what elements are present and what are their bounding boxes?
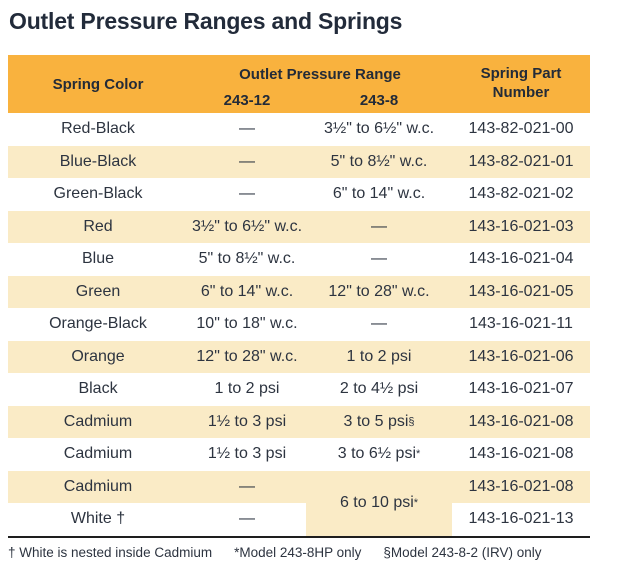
range-243-8-cell: 3½" to 6½" w.c.: [323, 120, 435, 138]
table-row: Cadmium 1½ to 3 psi 3 to 5 psi § 143-16-0…: [8, 405, 590, 438]
footnote-divider: [8, 536, 590, 538]
header-outlet-pressure-range: Outlet Pressure Range: [239, 65, 401, 83]
footnote-model-243-8hp: *Model 243-8HP only: [234, 545, 362, 560]
range-243-12-cell: 6" to 14" w.c.: [200, 282, 294, 300]
range-243-8-cell: 3 to 5 psi §: [343, 412, 415, 430]
range-243-12-cell: 3½" to 6½" w.c.: [191, 217, 303, 235]
table-row: Blue 5" to 8½" w.c. — 143-16-021-04: [8, 243, 590, 276]
range-243-12-cell: —: [239, 510, 255, 528]
range-243-8-cell: —: [371, 250, 387, 268]
header-243-8: 243-8: [359, 91, 399, 109]
part-number-cell: 143-16-021-06: [468, 347, 574, 365]
range-243-12-cell: 1½ to 3 psi: [207, 412, 287, 430]
page-title: Outlet Pressure Ranges and Springs: [9, 8, 403, 34]
spring-color-cell: Red-Black: [61, 120, 135, 138]
part-number-cell: 143-16-021-08: [468, 477, 574, 495]
spring-color-cell: White †: [70, 510, 126, 528]
footnote-white-nested: † White is nested inside Cadmium: [8, 545, 213, 560]
spring-color-cell: Green: [75, 282, 121, 300]
range-243-12-cell: 1½ to 3 psi: [207, 445, 287, 463]
spring-color-cell: Red: [83, 217, 113, 235]
part-number-cell: 143-16-021-13: [468, 510, 574, 528]
header-spring-part-number: Spring Part Number: [480, 65, 562, 101]
range-243-8-cell: 3 to 6½ psi *: [337, 445, 421, 463]
table-row: Red-Black — 3½" to 6½" w.c. 143-82-021-0…: [8, 113, 590, 146]
spring-color-cell: Orange: [71, 347, 125, 365]
range-243-8-cell: —: [371, 315, 387, 333]
spring-color-cell: Orange-Black: [49, 315, 147, 333]
footnote-model-243-8-2: §Model 243-8-2 (IRV) only: [383, 545, 542, 560]
part-number-cell: 143-82-021-02: [468, 185, 574, 203]
header-pressure-subcolumns: 243-12 243-8: [188, 88, 452, 113]
header-spring-color: Spring Color: [52, 75, 144, 93]
footnotes: † White is nested inside Cadmium *Model …: [8, 545, 628, 560]
header-pressure-group: Outlet Pressure Range 243-12 243-8: [188, 55, 452, 113]
range-243-12-cell: 12" to 28" w.c.: [196, 347, 298, 365]
table-header: Spring Color Outlet Pressure Range 243-1…: [8, 55, 590, 113]
range-243-12-cell: —: [239, 477, 255, 495]
spring-color-cell: Green-Black: [53, 185, 143, 203]
table-row: Black 1 to 2 psi 2 to 4½ psi 143-16-021-…: [8, 373, 590, 406]
part-number-cell: 143-16-021-05: [468, 282, 574, 300]
range-243-8-cell: 12" to 28" w.c.: [328, 282, 430, 300]
spring-color-cell: Blue-Black: [59, 152, 137, 170]
part-number-cell: 143-16-021-07: [468, 380, 574, 398]
range-243-8-cell: 2 to 4½ psi: [339, 380, 419, 398]
range-243-12-cell: 10" to 18" w.c.: [196, 315, 298, 333]
range-243-12-cell: 5" to 8½" w.c.: [198, 250, 296, 268]
range-243-12-cell: —: [239, 185, 255, 203]
part-number-cell: 143-82-021-00: [468, 120, 574, 138]
range-243-8-cell: —: [371, 217, 387, 235]
range-243-12-cell: —: [239, 120, 255, 138]
range-243-12-cell: —: [239, 152, 255, 170]
range-243-8-cell: 1 to 2 psi: [346, 347, 412, 365]
table-row: Blue-Black — 5" to 8½" w.c. 143-82-021-0…: [8, 145, 590, 178]
part-number-cell: 143-16-021-03: [468, 217, 574, 235]
table-row: Green-Black — 6" to 14" w.c. 143-82-021-…: [8, 178, 590, 211]
header-243-12: 243-12: [223, 91, 271, 109]
table-row: Orange-Black 10" to 18" w.c. — 143-16-02…: [8, 308, 590, 341]
spring-color-cell: Black: [78, 380, 118, 398]
table-row: White † — 143-16-021-13: [8, 503, 590, 536]
range-243-8-cell: 5" to 8½" w.c.: [330, 152, 428, 170]
table-row: Red 3½" to 6½" w.c. — 143-16-021-03: [8, 210, 590, 243]
table-row: Orange 12" to 28" w.c. 1 to 2 psi 143-16…: [8, 340, 590, 373]
spring-color-cell: Cadmium: [63, 412, 133, 430]
table-row: Green 6" to 14" w.c. 12" to 28" w.c. 143…: [8, 275, 590, 308]
pressure-springs-table: Spring Color Outlet Pressure Range 243-1…: [8, 55, 590, 536]
part-number-cell: 143-16-021-08: [468, 412, 574, 430]
range-243-8-cell: 6" to 14" w.c.: [332, 185, 426, 203]
table-row: Cadmium 1½ to 3 psi 3 to 6½ psi * 143-16-…: [8, 438, 590, 471]
table-row: Cadmium — 143-16-021-08: [8, 470, 590, 503]
spring-color-cell: Cadmium: [63, 445, 133, 463]
part-number-cell: 143-16-021-04: [468, 250, 574, 268]
part-number-cell: 143-16-021-11: [469, 315, 573, 333]
range-243-12-cell: 1 to 2 psi: [214, 380, 280, 398]
spring-color-cell: Blue: [81, 250, 115, 268]
part-number-cell: 143-82-021-01: [468, 152, 574, 170]
part-number-cell: 143-16-021-08: [468, 445, 574, 463]
table-body: Red-Black — 3½" to 6½" w.c. 143-82-021-0…: [8, 113, 590, 536]
merged-range-243-8-cell: 6 to 10 psi *: [306, 470, 452, 536]
spring-color-cell: Cadmium: [63, 477, 133, 495]
